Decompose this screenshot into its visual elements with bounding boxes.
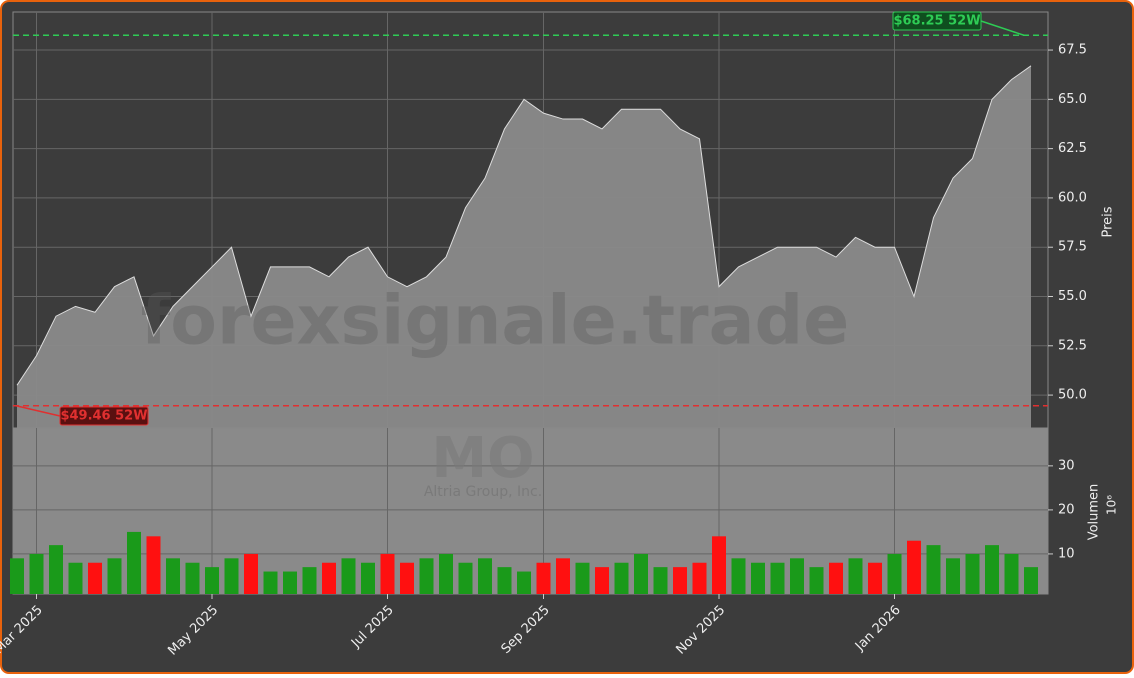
volume-bar: [965, 553, 980, 594]
y-tick-label: 55.0: [1058, 289, 1087, 304]
annotation-arrow: [15, 404, 61, 417]
volume-bar: [887, 553, 902, 594]
volume-bar: [341, 558, 356, 594]
volume-bar: [653, 567, 668, 594]
volume-bar: [809, 567, 824, 594]
volume-bar: [361, 562, 375, 594]
volume-bar: [185, 562, 200, 594]
volume-bar: [29, 553, 44, 594]
volume-bar: [751, 562, 765, 594]
y-tick-label: 52.5: [1058, 338, 1087, 353]
volume-bar: [458, 562, 473, 594]
volume-bar: [1024, 567, 1038, 594]
volume-bar: [692, 562, 707, 594]
volume-bar: [263, 571, 278, 594]
volume-bar: [10, 558, 24, 594]
volume-bar: [1004, 553, 1019, 594]
volume-bar: [848, 558, 863, 594]
volume-bar: [673, 567, 687, 594]
volume-bar: [595, 567, 609, 594]
y-tick-label: 57.5: [1058, 240, 1087, 255]
annotation-arrow: [980, 20, 1025, 36]
volume-bar: [419, 558, 434, 594]
volume-bar: [88, 562, 102, 594]
symbol-watermark: MO: [431, 426, 534, 491]
volume-unit: 10⁶: [1105, 495, 1119, 515]
y-tick-label: 20: [1058, 502, 1075, 517]
volume-bar: [731, 558, 746, 594]
volume-bar: [829, 562, 843, 594]
y-tick-label: 10: [1058, 546, 1075, 561]
volume-bar: [380, 553, 395, 594]
volume-bar: [497, 567, 512, 594]
volume-bar: [224, 558, 239, 594]
volume-axis-label: Volumen: [1087, 484, 1102, 541]
volume-bar: [127, 531, 141, 594]
y-tick-label: 60.0: [1058, 190, 1087, 205]
volume-bar: [107, 558, 122, 594]
volume-bar: [283, 571, 297, 594]
volume-bar: [478, 558, 492, 594]
y-tick-label: 62.5: [1058, 141, 1087, 156]
volume-bar: [49, 545, 63, 594]
volume-bar: [439, 553, 453, 594]
price-area: [17, 65, 1031, 428]
y-tick-label: 65.0: [1058, 92, 1087, 107]
volume-bar: [68, 562, 83, 594]
volume-bar: [302, 567, 317, 594]
watermark: forexsignale.trade: [141, 282, 850, 361]
volume-bar: [244, 553, 258, 594]
annotation-label: $68.25 52W: [893, 14, 980, 29]
volume-bar: [575, 562, 590, 594]
volume-bar: [790, 558, 804, 594]
volume-bar: [146, 536, 161, 594]
y-tick-label: 50.0: [1058, 388, 1087, 403]
volume-bar: [400, 562, 414, 594]
volume-bar: [946, 558, 960, 594]
company-watermark: Altria Group, Inc.: [424, 484, 542, 500]
volume-bar: [868, 562, 882, 594]
volume-bar: [517, 571, 531, 594]
volume-bar: [322, 562, 336, 594]
y-tick-label: 30: [1058, 458, 1075, 473]
volume-bar: [926, 545, 941, 594]
annotation-label: $49.46 52W: [60, 409, 147, 424]
price-axis-label: Preis: [1101, 206, 1116, 237]
volume-bar: [634, 553, 648, 594]
volume-bar: [556, 558, 570, 594]
price-line: [16, 65, 1032, 386]
volume-bar: [614, 562, 629, 594]
volume-bar: [205, 567, 219, 594]
volume-bar: [536, 562, 551, 594]
volume-bar: [770, 562, 785, 594]
volume-bar: [985, 545, 999, 594]
volume-bar: [166, 558, 180, 594]
volume-bar: [907, 540, 921, 594]
volume-bar: [712, 536, 726, 594]
y-tick-label: 67.5: [1058, 43, 1087, 58]
